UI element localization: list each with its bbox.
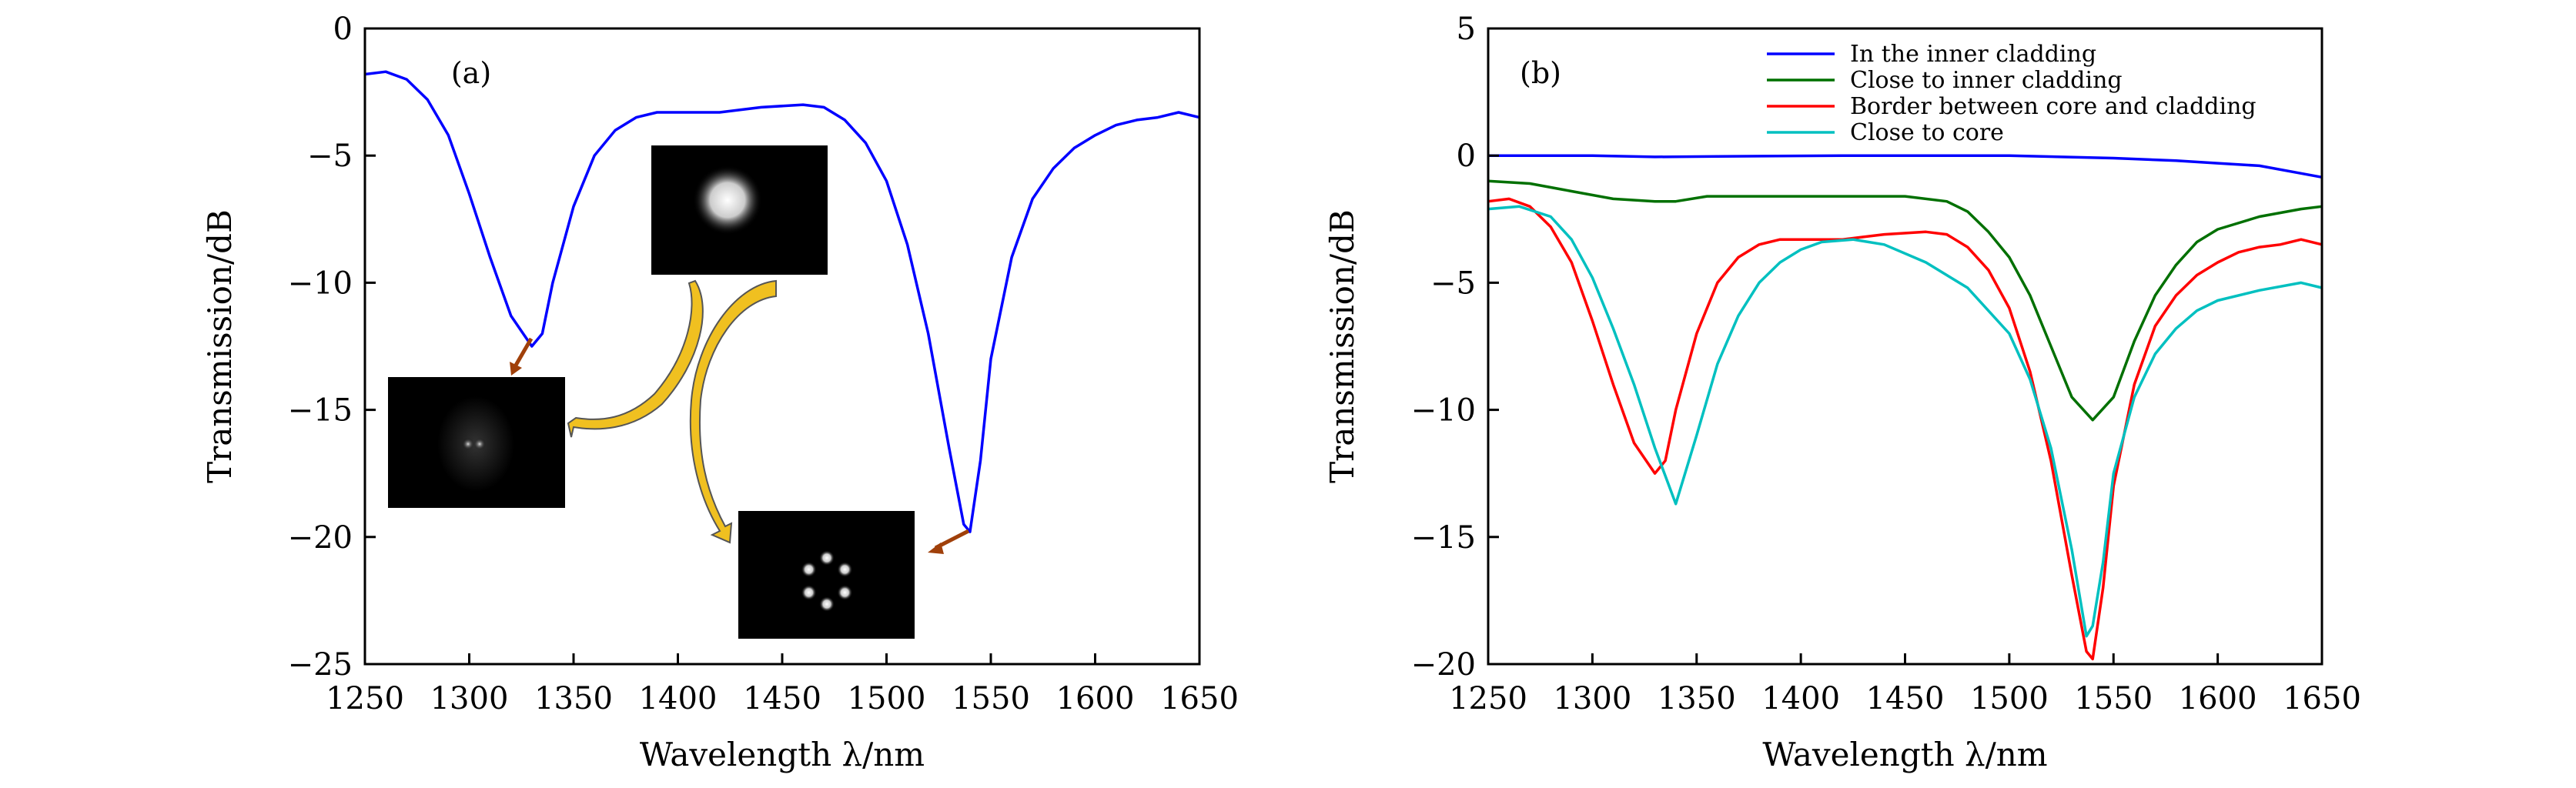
legend-label: Close to inner cladding bbox=[1850, 67, 2123, 94]
series-line-1 bbox=[1487, 179, 2323, 422]
chart-panel-a: 1250 1300 1350 1400 1450 1500 1550 1600 1650 0 −5 −… bbox=[201, 12, 1239, 773]
series-line-2 bbox=[1487, 197, 2323, 661]
legend-label: Close to core bbox=[1850, 119, 2004, 146]
x-tick-label: 1500 bbox=[848, 681, 926, 716]
x-tick-label: 1650 bbox=[2283, 681, 2361, 716]
x-tick-label: 1400 bbox=[639, 681, 718, 716]
x-tick-label: 1350 bbox=[534, 681, 613, 716]
mode-spot bbox=[819, 596, 835, 612]
mode-spot bbox=[473, 438, 486, 450]
inset-fundamental-mode bbox=[651, 145, 828, 275]
series-line-0 bbox=[364, 70, 1200, 533]
x-tick-label: 1400 bbox=[1761, 681, 1840, 716]
mode-spot bbox=[693, 165, 762, 235]
mode-spot bbox=[819, 550, 835, 566]
x-axis-title: Wavelength λ/nm bbox=[640, 736, 925, 773]
y-axis-title: Transmission/dB bbox=[201, 209, 239, 483]
y-tick-label: −5 bbox=[1430, 265, 1476, 301]
x-tick-label: 1250 bbox=[1449, 681, 1527, 716]
curved-arrow-icon bbox=[567, 279, 704, 438]
panel-label: (b) bbox=[1520, 56, 1561, 90]
mode-insets bbox=[388, 145, 970, 639]
y-tick-label: −15 bbox=[288, 393, 353, 429]
mode-spot bbox=[837, 585, 853, 600]
y-tick-label: 0 bbox=[333, 12, 353, 47]
arrowhead-icon bbox=[510, 362, 522, 376]
inset-six-lobe-mode bbox=[738, 511, 915, 639]
y-tick-label: −15 bbox=[1411, 520, 1476, 556]
x-tick-label: 1550 bbox=[2074, 681, 2153, 716]
x-tick-label: 1350 bbox=[1658, 681, 1736, 716]
x-tick-label: 1500 bbox=[1970, 681, 2049, 716]
x-axis-title: Wavelength λ/nm bbox=[1762, 736, 2047, 773]
series-line-0 bbox=[1488, 154, 2323, 179]
mode-spot bbox=[801, 562, 817, 577]
x-tick-label: 1300 bbox=[430, 681, 509, 716]
y-tick-label: −25 bbox=[288, 647, 353, 683]
x-tick-label: 1250 bbox=[326, 681, 404, 716]
mode-spot bbox=[462, 438, 474, 450]
x-tick-label: 1650 bbox=[1160, 681, 1239, 716]
x-tick-label: 1450 bbox=[1866, 681, 1945, 716]
inset-background bbox=[738, 511, 915, 639]
panel-label: (a) bbox=[451, 56, 491, 90]
series-line-3 bbox=[1487, 205, 2323, 638]
pointer-arrow bbox=[512, 337, 534, 369]
legend-label: Border between core and cladding bbox=[1850, 93, 2257, 120]
inset-two-lobe-mode bbox=[388, 377, 565, 508]
mode-spot bbox=[801, 585, 817, 600]
x-tick-label: 1450 bbox=[743, 681, 821, 716]
y-tick-label: 5 bbox=[1457, 12, 1476, 47]
y-tick-label: −5 bbox=[307, 139, 353, 174]
mode-spot bbox=[837, 562, 853, 577]
y-tick-label: 0 bbox=[1457, 139, 1476, 174]
x-tick-label: 1550 bbox=[952, 681, 1030, 716]
x-tick-label: 1300 bbox=[1553, 681, 1631, 716]
y-tick-label: −10 bbox=[1411, 393, 1476, 429]
y-tick-label: −20 bbox=[1411, 647, 1476, 683]
curved-arrow-icon bbox=[689, 279, 777, 544]
x-tick-label: 1600 bbox=[1056, 681, 1135, 716]
arrowhead-icon bbox=[928, 543, 944, 554]
x-tick-label: 1600 bbox=[2179, 681, 2257, 716]
chart-panel-b: 1250 1300 1350 1400 1450 1500 1550 1600 1650 5 0 −5… bbox=[1323, 12, 2361, 773]
y-axis-title: Transmission/dB bbox=[1323, 209, 1361, 483]
y-tick-label: −10 bbox=[288, 265, 353, 301]
legend-label: In the inner cladding bbox=[1850, 41, 2096, 68]
y-tick-label: −20 bbox=[288, 520, 353, 556]
